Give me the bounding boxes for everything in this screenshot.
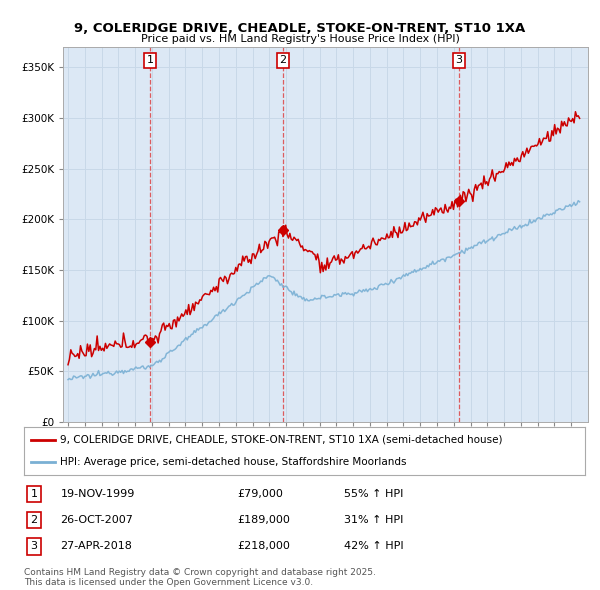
Text: 19-NOV-1999: 19-NOV-1999 [61,489,135,499]
Text: 31% ↑ HPI: 31% ↑ HPI [344,515,403,525]
Text: 2: 2 [31,515,38,525]
Text: 1: 1 [146,55,154,65]
Text: 1: 1 [31,489,38,499]
Text: £79,000: £79,000 [237,489,283,499]
Text: 55% ↑ HPI: 55% ↑ HPI [344,489,403,499]
Text: £189,000: £189,000 [237,515,290,525]
Text: Contains HM Land Registry data © Crown copyright and database right 2025.
This d: Contains HM Land Registry data © Crown c… [24,568,376,587]
Text: 3: 3 [31,542,38,552]
Text: 42% ↑ HPI: 42% ↑ HPI [344,542,403,552]
Text: 26-OCT-2007: 26-OCT-2007 [61,515,133,525]
Text: 9, COLERIDGE DRIVE, CHEADLE, STOKE-ON-TRENT, ST10 1XA: 9, COLERIDGE DRIVE, CHEADLE, STOKE-ON-TR… [74,22,526,35]
Text: 9, COLERIDGE DRIVE, CHEADLE, STOKE-ON-TRENT, ST10 1XA (semi-detached house): 9, COLERIDGE DRIVE, CHEADLE, STOKE-ON-TR… [61,435,503,445]
Text: 3: 3 [455,55,463,65]
Text: HPI: Average price, semi-detached house, Staffordshire Moorlands: HPI: Average price, semi-detached house,… [61,457,407,467]
Text: £218,000: £218,000 [237,542,290,552]
Text: 2: 2 [280,55,287,65]
Text: 27-APR-2018: 27-APR-2018 [61,542,133,552]
Text: Price paid vs. HM Land Registry's House Price Index (HPI): Price paid vs. HM Land Registry's House … [140,34,460,44]
